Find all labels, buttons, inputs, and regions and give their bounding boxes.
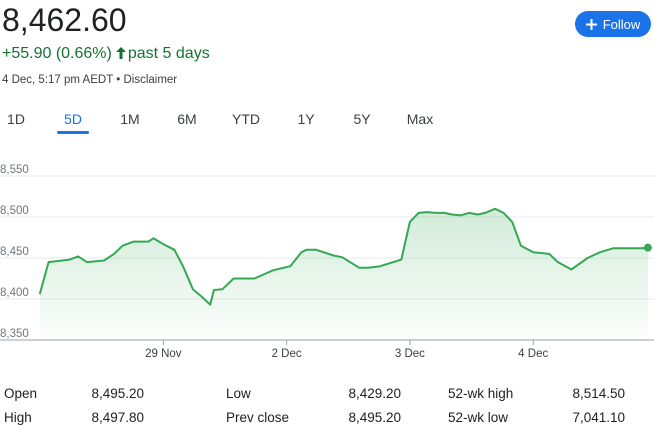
follow-button[interactable]: Follow — [575, 11, 651, 37]
stat-low-label: Low — [226, 386, 251, 401]
range-tabs: 1D 5D 1M 6M YTD 1Y 5Y Max — [0, 108, 654, 134]
stat-52wk-high-label: 52-wk high — [448, 386, 514, 401]
x-tick-label: 3 Dec — [395, 348, 425, 360]
meta-separator: • — [116, 74, 121, 86]
price-change: +55.90 (0.66%) past 5 days — [2, 44, 210, 64]
stat-high-value: 8,497.80 — [91, 410, 144, 425]
current-price-dot — [643, 243, 652, 252]
tab-6m[interactable]: 6M — [177, 111, 197, 127]
price-line — [39, 207, 649, 306]
stat-52wk-high-value: 8,514.50 — [572, 386, 625, 401]
follow-label: Follow — [602, 16, 641, 32]
tab-max[interactable]: Max — [406, 111, 434, 127]
change-period: past 5 days — [127, 45, 210, 62]
tab-1y[interactable]: 1Y — [297, 111, 315, 127]
stat-open-value: 8,495.20 — [91, 386, 144, 401]
stat-52wk-low-value: 7,041.10 — [572, 410, 625, 425]
y-tick-label: 8,500 — [0, 205, 29, 217]
current-price: 8,462.60 — [2, 2, 127, 38]
stat-prev-close-value: 8,495.20 — [348, 410, 401, 425]
price-chart[interactable]: 8,550 8,500 8,450 8,400 8,350 29 Nov 2 Dec 3 De… — [0, 160, 654, 370]
tab-5y[interactable]: 5Y — [353, 111, 371, 127]
y-tick-label: 8,400 — [0, 287, 29, 299]
x-tick-label: 2 Dec — [272, 348, 302, 360]
stat-high-label: High — [4, 410, 32, 425]
y-tick-label: 8,450 — [0, 246, 29, 258]
arrow-up-icon — [115, 47, 126, 59]
quote-meta: 4 Dec, 5:17 pm AEDT • Disclaimer — [2, 73, 177, 87]
tab-5d[interactable]: 5D — [57, 108, 89, 134]
x-tick-label: 29 Nov — [145, 348, 182, 360]
stat-prev-close-label: Prev close — [226, 410, 290, 425]
change-value: +55.90 (0.66%) — [2, 45, 112, 62]
y-tick-label: 8,350 — [0, 328, 29, 340]
disclaimer-link[interactable]: Disclaimer — [123, 74, 178, 86]
tab-1d[interactable]: 1D — [7, 111, 25, 127]
y-tick-label: 8,550 — [0, 164, 29, 176]
price-area — [40, 208, 648, 340]
stat-open-label: Open — [4, 386, 38, 401]
tab-ytd[interactable]: YTD — [232, 111, 260, 127]
plus-icon — [585, 18, 597, 30]
timestamp: 4 Dec, 5:17 pm AEDT — [2, 74, 114, 86]
tab-1m[interactable]: 1M — [120, 111, 140, 127]
stat-low-value: 8,429.20 — [348, 386, 401, 401]
x-tick-label: 4 Dec — [518, 348, 548, 360]
stat-52wk-low-label: 52-wk low — [448, 410, 509, 425]
